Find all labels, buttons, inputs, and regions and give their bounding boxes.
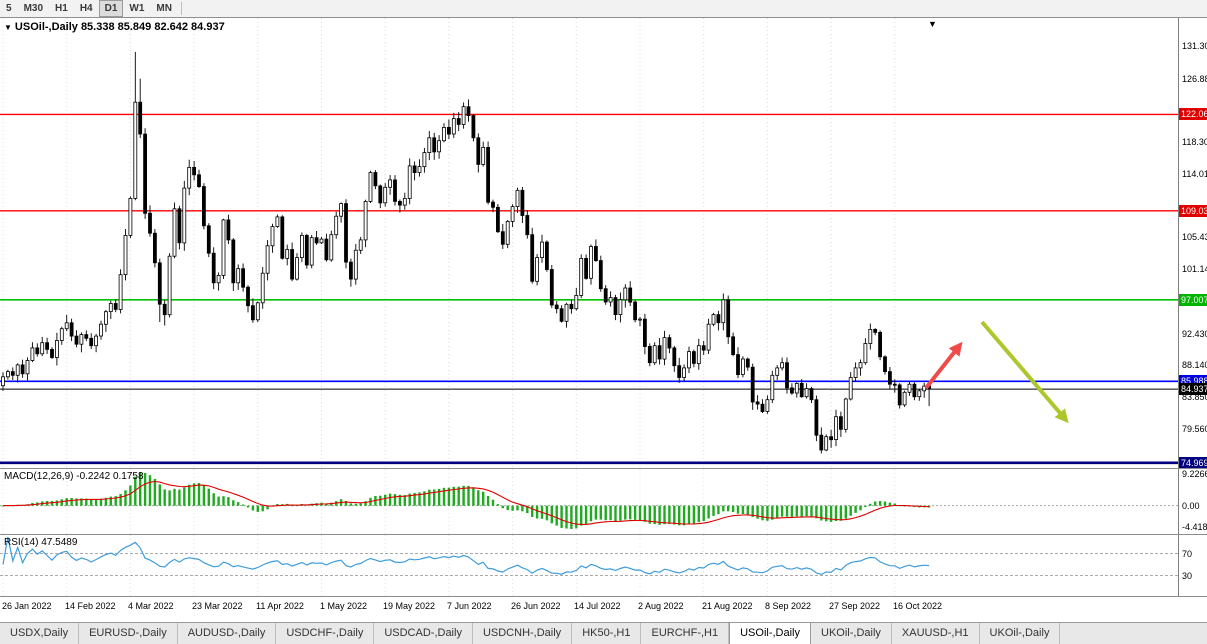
date-label: 14 Feb 2022	[65, 601, 116, 611]
chart-tabs: USDX,Daily EURUSD-,Daily AUDUSD-,Daily USDC…	[0, 622, 1207, 644]
tab-xauusd-h1[interactable]: XAUUSD-,H1	[891, 623, 980, 644]
date-label: 21 Aug 2022	[702, 601, 753, 611]
date-label: 14 Jul 2022	[574, 601, 621, 611]
chart-title: ▼ USOil-,Daily 85.338 85.849 82.642 84.93…	[4, 21, 225, 33]
date-label: 23 Mar 2022	[192, 601, 243, 611]
date-label: 26 Jan 2022	[2, 601, 52, 611]
macd-chart	[0, 469, 1178, 534]
date-label: 4 Mar 2022	[128, 601, 174, 611]
price-axis-label: 92.430	[1182, 329, 1207, 339]
timeframe-button-d1[interactable]: D1	[98, 0, 124, 17]
toolbar-separator	[180, 2, 182, 15]
macd-axis-label: 9.2266	[1182, 469, 1207, 479]
price-axis-badge: 109.03	[1179, 205, 1207, 217]
price-axis-label: 101.140	[1182, 264, 1207, 274]
rsi-pane[interactable]: 70 30 RSI(14) 47.5489	[0, 535, 1207, 596]
price-axis-label: 88.140	[1182, 360, 1207, 370]
timeframe-toolbar: 5 M30 H1 H4 D1 W1 MN	[0, 0, 1207, 18]
bullish-scenario-arrow	[924, 341, 963, 390]
rsi-axis-label: 70	[1182, 549, 1193, 559]
chart-marker-icon: ▼	[4, 23, 12, 32]
tab-usdcnh-daily[interactable]: USDCNH-,Daily	[472, 623, 573, 644]
macd-plot[interactable]	[0, 469, 1178, 539]
rsi-axis-label: 30	[1182, 571, 1193, 581]
tab-usdcad-daily[interactable]: USDCAD-,Daily	[374, 623, 473, 644]
date-label: 26 Jun 2022	[511, 601, 561, 611]
timeframe-button-h1[interactable]: H1	[55, 3, 68, 14]
date-label: 8 Sep 2022	[765, 601, 812, 611]
rsi-label: RSI(14) 47.5489	[4, 537, 78, 548]
chart-window: 131.300 126.880 118.300 114.010 105.430 101.1…	[0, 18, 1207, 622]
pane-divider	[0, 596, 1207, 597]
timeframe-button-w1[interactable]: W1	[129, 3, 145, 14]
price-axis-label: 118.300	[1182, 137, 1207, 147]
macd-axis-label: 0.00	[1182, 501, 1200, 511]
time-axis: 26 Jan 2022 14 Feb 2022 4 Mar 2022 23 Mar 2…	[0, 597, 1178, 622]
timeframe-button-m30[interactable]: M30	[23, 3, 44, 14]
tab-ukoil-daily[interactable]: UKOil-,Daily	[979, 623, 1061, 644]
price-axis-label: 114.010	[1182, 169, 1207, 179]
date-label: 1 May 2022	[320, 601, 368, 611]
macd-pane[interactable]: 9.2266 0.00 -4.4188 MACD(12,26,9) -0.2242 …	[0, 469, 1207, 534]
timeframe-button-h4[interactable]: H4	[79, 3, 93, 14]
macd-axis-label: -4.4188	[1182, 522, 1207, 532]
tab-audusd-daily[interactable]: AUDUSD-,Daily	[177, 623, 277, 644]
date-label: 7 Jun 2022	[447, 601, 492, 611]
macd-axis: 9.2266 0.00 -4.4188	[1178, 469, 1207, 534]
rsi-chart	[0, 535, 1178, 596]
tab-eurusd-daily[interactable]: EURUSD-,Daily	[79, 623, 178, 644]
tab-ukoil-daily[interactable]: UKOil-,Daily	[811, 623, 892, 644]
tab-eurchf-h1[interactable]: EURCHF-,H1	[641, 623, 730, 644]
tab-usdx-daily[interactable]: USDX,Daily	[0, 623, 80, 644]
rsi-axis: 70 30	[1178, 535, 1207, 596]
date-label: 27 Sep 2022	[829, 601, 881, 611]
price-axis: 131.300 126.880 118.300 114.010 105.430 101.1…	[1178, 18, 1207, 469]
price-axis-label: 131.300	[1182, 41, 1207, 51]
chart-title-text: USOil-,Daily 85.338 85.849 82.642 84.937	[14, 21, 225, 33]
tab-usoil-daily[interactable]: USOil-,Daily	[729, 623, 812, 644]
price-pane[interactable]: 131.300 126.880 118.300 114.010 105.430 101.1…	[0, 18, 1207, 469]
price-plot[interactable]	[0, 18, 1178, 473]
price-axis-label: 126.880	[1182, 74, 1207, 84]
price-axis-badge: 122.06	[1179, 108, 1207, 120]
tab-hk50-h1[interactable]: HK50-,H1	[572, 623, 642, 644]
date-label: 19 May 2022	[383, 601, 436, 611]
price-axis-badge: 97.007	[1179, 294, 1207, 306]
bearish-scenario-arrow	[980, 320, 1069, 424]
date-label: 11 Apr 2022	[256, 601, 304, 611]
timeframe-button-mn[interactable]: MN	[156, 3, 172, 14]
pane-divider[interactable]	[0, 468, 1207, 469]
rsi-plot[interactable]	[0, 535, 1178, 601]
candlestick-chart	[0, 18, 1178, 468]
date-label: 2 Aug 2022	[638, 601, 684, 611]
price-axis-badge: 84.937	[1179, 383, 1207, 395]
date-label: 16 Oct 2022	[893, 601, 943, 611]
price-axis-label: 79.560	[1182, 424, 1207, 434]
macd-label: MACD(12,26,9) -0.2242 0.1758	[4, 471, 144, 482]
price-axis-label: 105.430	[1182, 232, 1207, 242]
tab-usdchf-daily[interactable]: USDCHF-,Daily	[276, 623, 375, 644]
pane-divider[interactable]	[0, 534, 1207, 535]
price-axis-badge: 74.969	[1179, 457, 1207, 469]
price-axis-label: 83.850	[1182, 392, 1207, 402]
chart-shift-marker-icon[interactable]: ▼	[928, 19, 937, 29]
timeframe-button-5[interactable]: 5	[6, 3, 12, 14]
